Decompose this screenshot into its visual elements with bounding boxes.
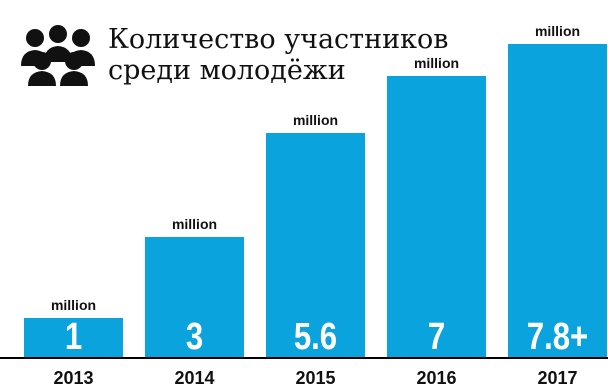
unit-label-2013: million [51, 297, 96, 313]
bar-2014 [145, 237, 244, 358]
x-tick-label-2015: 2015 [295, 368, 335, 385]
x-tick-label-2017: 2017 [537, 368, 577, 385]
bar-2015 [266, 133, 365, 358]
value-label-2016: 7 [428, 316, 445, 358]
value-label-2013: 1 [65, 316, 82, 358]
x-tick-label-2014: 2014 [174, 368, 214, 385]
unit-label-2017: million [535, 23, 580, 39]
chart-title-line-2: среди молодёжи [108, 55, 346, 86]
chart-title-line-1: Количество участников [108, 24, 449, 55]
value-label-2014: 3 [186, 316, 203, 358]
unit-label-2014: million [172, 216, 217, 232]
value-label-2017: 7.8+ [527, 316, 588, 358]
bar-2013 [24, 318, 123, 358]
chart-title: Количество участников среди молодёжи [108, 24, 468, 86]
bar-2016 [387, 76, 486, 358]
value-label-2015: 5.6 [294, 316, 337, 358]
unit-label-2016: million [414, 55, 459, 71]
x-tick-label-2016: 2016 [416, 368, 456, 385]
chart-header: Количество участников среди молодёжи [18, 24, 468, 86]
bar-2017 [508, 44, 607, 358]
unit-label-2015: million [293, 112, 338, 128]
people-group-icon [21, 25, 95, 86]
x-tick-label-2013: 2013 [53, 368, 93, 385]
